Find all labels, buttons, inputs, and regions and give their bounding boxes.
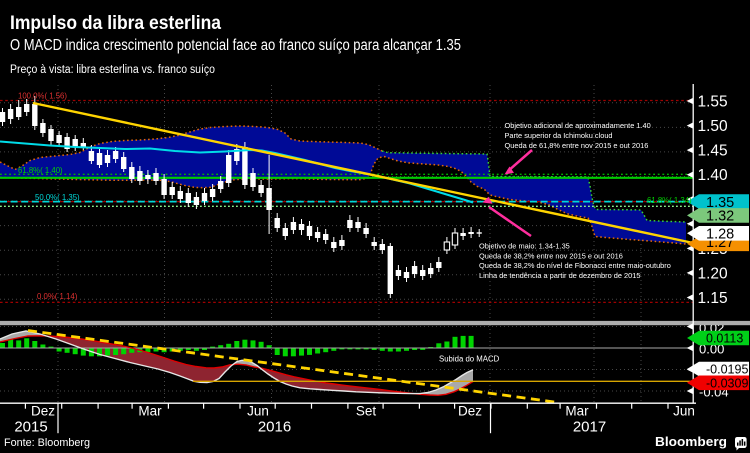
svg-text:1.28: 1.28 (706, 227, 734, 243)
svg-text:1.55: 1.55 (698, 94, 728, 111)
svg-text:0.0%( 1.14): 0.0%( 1.14) (37, 292, 78, 301)
svg-text:50.0%( 1.35): 50.0%( 1.35) (35, 193, 80, 202)
svg-text:1.45: 1.45 (698, 143, 728, 160)
svg-text:Subida do MACD: Subida do MACD (439, 355, 500, 364)
svg-text:Jun: Jun (673, 404, 695, 419)
svg-text:Objetivo de maio: 1.34-1.35: Objetivo de maio: 1.34-1.35 (479, 242, 570, 251)
svg-text:2015: 2015 (14, 419, 47, 436)
svg-text:Linha de tendência a partir de: Linha de tendência a partir de dezembro … (479, 271, 640, 280)
svg-text:Dez: Dez (458, 404, 482, 419)
svg-text:Queda de 61,8% entre nov 2015: Queda de 61,8% entre nov 2015 e out 2016 (505, 141, 649, 150)
svg-text:1.15: 1.15 (698, 290, 728, 307)
svg-text:Impulso da libra esterlina: Impulso da libra esterlina (10, 12, 221, 34)
svg-text:-0.0309: -0.0309 (706, 376, 748, 390)
svg-text:Mar: Mar (138, 404, 162, 419)
svg-text:Objetivo adicional de aproxima: Objetivo adicional de aproximadamente 1.… (505, 121, 651, 130)
svg-text:Queda de 38,2% do nível de Fib: Queda de 38,2% do nível de Fibonacci ent… (479, 261, 671, 270)
svg-text:2016: 2016 (258, 419, 291, 436)
svg-text:0.0113: 0.0113 (706, 332, 743, 346)
svg-text:Parte superior da Ichimoku clo: Parte superior da Ichimoku cloud (505, 131, 613, 140)
svg-text:61.8%( 1.34): 61.8%( 1.34) (647, 196, 692, 205)
svg-text:Mar: Mar (565, 404, 589, 419)
svg-text:100.0%( 1.56): 100.0%( 1.56) (18, 92, 67, 101)
svg-text:61.8%( 1.40): 61.8%( 1.40) (18, 166, 63, 175)
svg-text:Bloomberg: Bloomberg (655, 434, 727, 449)
svg-text:Jun: Jun (247, 404, 269, 419)
svg-text:1.40: 1.40 (698, 167, 729, 184)
svg-text:Queda de 38,2% entre nov 2015: Queda de 38,2% entre nov 2015 e out 2016 (479, 251, 623, 260)
svg-text:1.32: 1.32 (706, 209, 734, 225)
svg-text:Dez: Dez (31, 404, 55, 419)
svg-text:1.20: 1.20 (698, 265, 729, 282)
svg-text:2017: 2017 (573, 419, 606, 436)
svg-text:-0.0195: -0.0195 (706, 363, 748, 377)
svg-text:Fonte: Bloomberg: Fonte: Bloomberg (4, 437, 90, 449)
svg-text:1.50: 1.50 (698, 118, 729, 135)
svg-text:Set: Set (356, 404, 377, 419)
svg-text:1.35: 1.35 (706, 195, 734, 211)
svg-text:O MACD indica crescimento pote: O MACD indica crescimento potencial face… (10, 37, 461, 54)
svg-text:Preço à vista: libra esterlina: Preço à vista: libra esterlina vs. franc… (10, 64, 215, 76)
